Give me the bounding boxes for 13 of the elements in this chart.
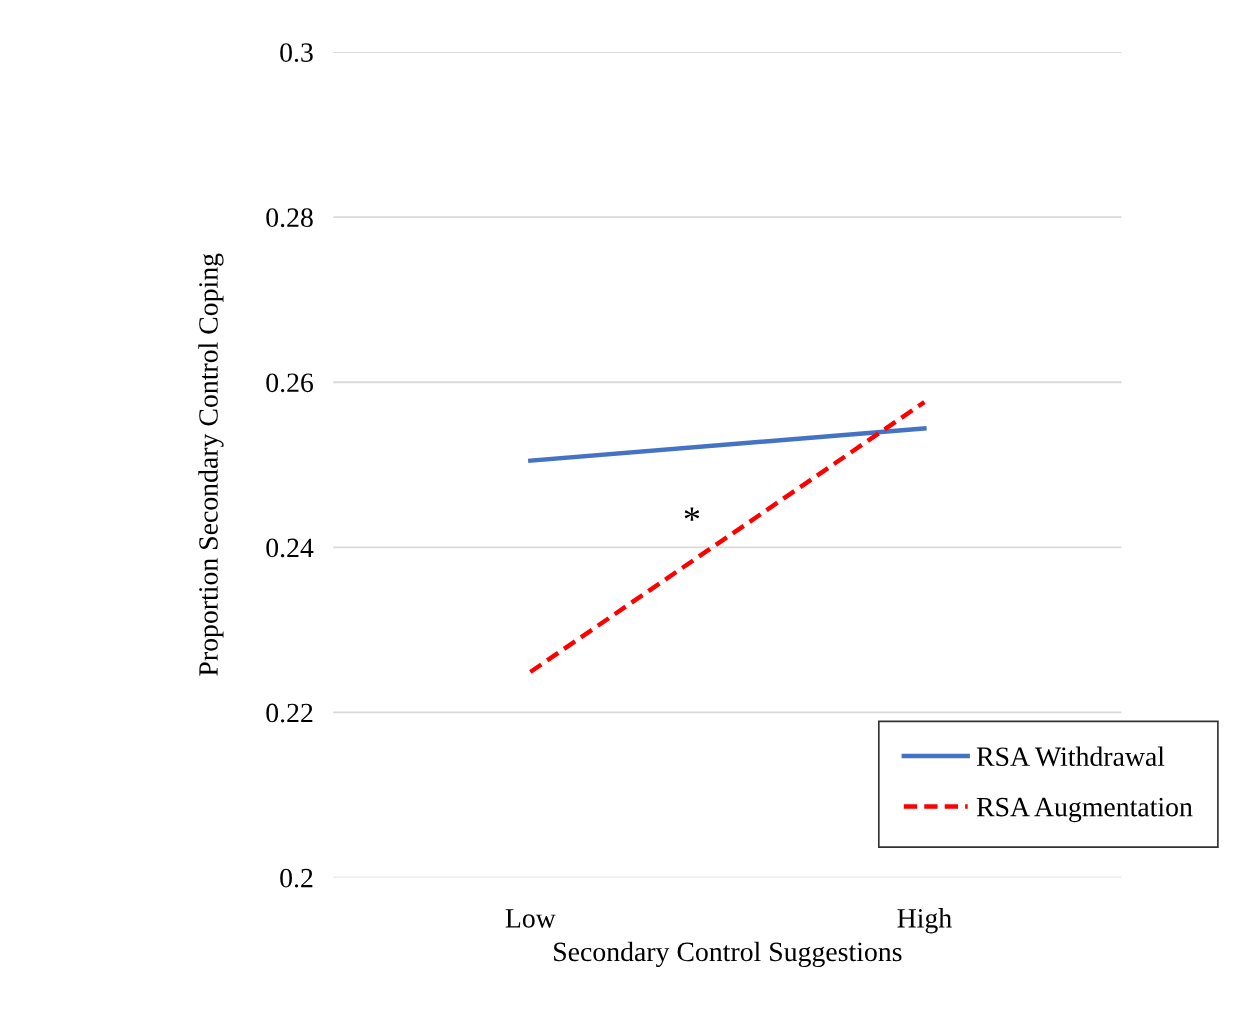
- x-tick-label: High: [897, 908, 952, 934]
- legend-label: RSA Augmentation: [976, 797, 1193, 823]
- x-tick-label: Low: [505, 909, 556, 928]
- y-tick-label: 0.3: [280, 43, 313, 63]
- y-tick-label: 0.2: [280, 868, 313, 888]
- y-tick-label: 0.24: [266, 538, 314, 558]
- legend-label: RSA Withdrawal: [976, 746, 1165, 767]
- x-axis-title: Secondary Control Suggestions: [554, 941, 902, 967]
- y-tick-label: 0.22: [266, 703, 313, 723]
- annotation: *: [684, 507, 700, 521]
- y-tick-label: 0.26: [266, 373, 314, 393]
- y-tick-label: 0.28: [266, 208, 313, 228]
- y-axis-title: Proportion Secondary Control Coping: [198, 253, 224, 676]
